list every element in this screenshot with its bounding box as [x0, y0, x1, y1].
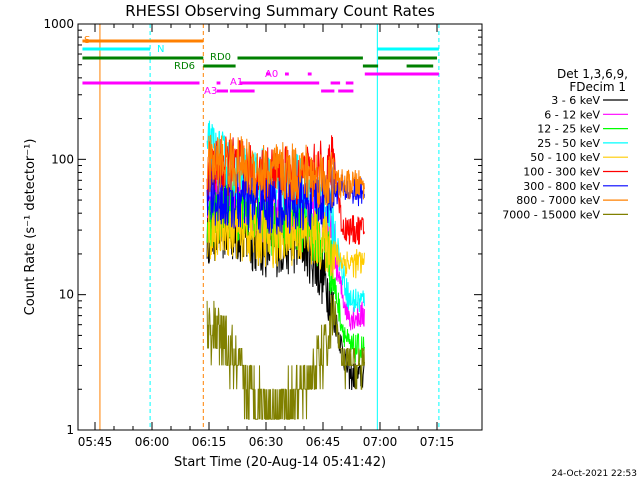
legend-title-line-1: Det 1,3,6,9,	[557, 67, 628, 81]
legend-entry-label: 3 - 6 keV	[551, 94, 600, 107]
y-tick-label: 10	[59, 288, 74, 302]
plot-area	[82, 24, 440, 430]
x-tick-label: 06:00	[135, 435, 170, 449]
flag-label-s: S	[84, 35, 90, 46]
legend-entry-label: 25 - 50 keV	[537, 137, 600, 150]
y-axis: 1 10 100 1000	[43, 17, 482, 437]
legend-entry-label: 800 - 7000 keV	[516, 194, 600, 207]
flag-label-a1: A1	[230, 77, 243, 88]
y-tick-label: 100	[51, 152, 74, 166]
y-tick-label: 1000	[43, 17, 74, 31]
flag-label-a0: A0	[265, 69, 278, 80]
y-axis-label: Count Rate (s⁻¹ detector⁻¹)	[23, 139, 38, 316]
x-tick-label: 06:45	[306, 435, 341, 449]
plot-frame	[77, 23, 483, 431]
flag-label-a3: A3	[204, 86, 217, 97]
flag-label-rd6: RD6	[174, 61, 195, 72]
legend-entry-label: 6 - 12 keV	[544, 108, 600, 121]
x-tick-label: 06:15	[192, 435, 227, 449]
chart-title: RHESSI Observing Summary Count Rates	[125, 2, 435, 20]
legend-entry-label: 7000 - 15000 keV	[502, 208, 600, 221]
series-7000-15000-kevtrace	[206, 294, 365, 420]
x-tick-label: 06:30	[249, 435, 284, 449]
legend-entry-label: 12 - 25 keV	[537, 123, 600, 136]
flag-bars	[82, 39, 439, 93]
series-traces	[206, 120, 365, 420]
legend-entry-label: 100 - 300 keV	[523, 166, 600, 179]
x-tick-label: 07:00	[363, 435, 398, 449]
x-axis-label: Start Time (20-Aug-14 05:41:42)	[174, 455, 386, 470]
flag-label-rd0: RD0	[210, 52, 231, 63]
x-axis: 05:45 06:00 06:15 06:30 06:45 07:00 07:15	[78, 24, 455, 449]
x-tick-label: 05:45	[78, 435, 113, 449]
y-tick-label: 1	[66, 423, 74, 437]
legend-title-line-2: FDecim 1	[569, 80, 626, 94]
x-tick-label: 07:15	[420, 435, 455, 449]
series-800-7000-kevtrace	[206, 133, 365, 209]
legend-entry-label: 50 - 100 keV	[530, 151, 600, 164]
flag-label-n: N	[157, 44, 164, 55]
footer-timestamp: 24-Oct-2021 22:53	[552, 469, 637, 479]
legend-entry-label: 300 - 800 keV	[523, 180, 600, 193]
